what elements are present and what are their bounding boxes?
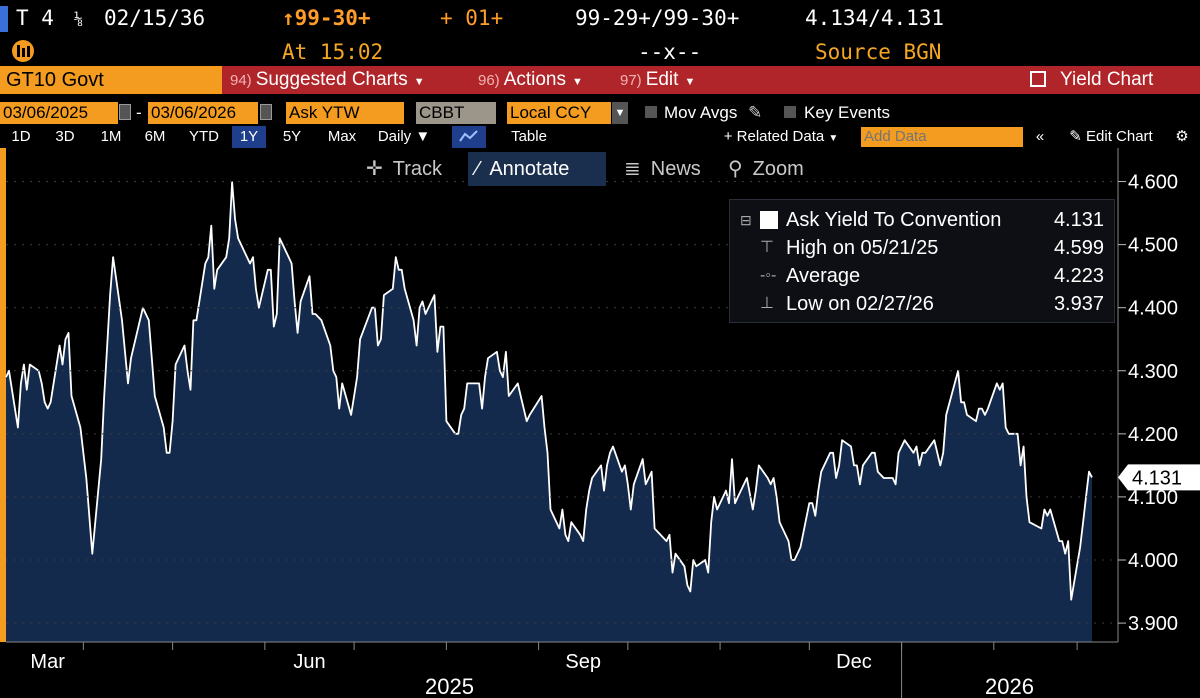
zoom-tool[interactable]: ⚲ Zoom [728,158,804,180]
date-separator: - [136,103,142,122]
news-tool[interactable]: ≣ News [624,158,701,180]
y-axis: 3.900 4.000 4.100 4.200 4.300 4.400 4.500 4.600… [6,148,1200,642]
currency-dropdown-icon[interactable]: ▼ [612,102,628,124]
calendar-icon[interactable] [119,104,131,120]
low-marker-icon: ⊥ [760,295,774,312]
pricing-source-field[interactable]: CBBT [416,102,496,124]
caret-down-icon: ▼ [572,76,583,88]
actions-menu[interactable]: 96) Actions ▼ [478,69,583,90]
bid-ask-price: 99-29+/99-30+ [575,6,740,30]
edit-menu[interactable]: 97) Edit ▼ [620,69,696,90]
bid-ask-yield: 4.134/4.131 [805,6,945,30]
y-tick-label: 4.000 [1128,550,1178,572]
last-value-label: 4.131 [1132,467,1182,489]
last-value-box [1118,464,1200,491]
last-price: ↑99-30+ [282,6,371,30]
legend-high-row: ⊤ High on 05/21/25 4.599 [730,234,1116,262]
range-3d[interactable]: 3D [55,128,75,145]
y-tick-label: 4.500 [1128,235,1178,257]
quote-time: At 15:02 [282,40,384,64]
caret-down-icon: ▼ [828,133,839,144]
range-ytd[interactable]: YTD [189,128,219,145]
pencil-icon: ✎ [1069,128,1082,145]
mov-avgs-checkbox[interactable] [645,106,657,118]
related-data-menu[interactable]: + Related Data ▼ [723,128,839,145]
y-tick-label: 4.300 [1128,361,1178,383]
x-month-label: Mar [30,651,65,673]
range-5y[interactable]: 5Y [282,128,302,145]
average-marker-icon: -◦- [760,267,777,284]
pencil-icon[interactable]: ✎ [748,103,763,122]
key-events-checkbox[interactable] [784,106,796,118]
year-label-2025: 2025 [425,674,474,698]
x-month-label: Jun [293,651,325,673]
edit-chart-button[interactable]: ✎ Edit Chart [1069,128,1153,145]
security-indicator [0,6,8,32]
range-6m[interactable]: 6M [144,128,166,145]
x-month-label: Dec [836,651,872,673]
y-tick-label: 3.900 [1128,613,1178,635]
collapse-box-icon[interactable]: ⊟ [740,212,752,228]
mov-avgs-label: Mov Avgs [664,103,738,122]
y-tick-label: 4.100 [1128,487,1178,509]
quote-header-row: T 4 ⅛ 02/15/36 ↑99-30+ + 01+ 99-29+/99-3… [0,0,1200,38]
add-data-input[interactable] [861,127,1023,147]
suggested-charts-menu[interactable]: 94) Suggested Charts ▼ [230,69,425,90]
quote-spacer: --x-- [638,40,702,64]
end-date-field[interactable]: 03/06/2026 [148,102,258,124]
x-month-label: Sep [565,651,601,673]
date-range-row: 1D 3D 1M 6M YTD 1Y 5Y Max Daily ▼ Table … [0,126,1200,148]
legend-low-row: ⊥ Low on 02/27/26 3.937 [730,290,1116,318]
start-date-field[interactable]: 03/06/2025 [0,102,118,124]
gear-icon[interactable]: ⚙ [1175,128,1189,145]
chart-legend[interactable]: ⊟ Ask Yield To Convention 4.131 ⊤ High o… [729,199,1115,323]
caret-down-icon: ▼ [684,76,696,88]
price-source: Source BGN [815,40,942,64]
series-line [5,181,1093,601]
plot-left-edge [0,148,6,642]
range-1m[interactable]: 1M [100,128,122,145]
news-icon: ≣ [624,158,641,180]
key-events-label: Key Events [804,103,890,122]
y-tick-label: 4.200 [1128,424,1178,446]
price-change: + 01+ [440,6,504,30]
security-field[interactable]: GT10 Govt [0,66,222,94]
annotate-tool[interactable]: ⁄ Annotate [468,152,606,186]
yield-chart-button[interactable]: Yield Chart [1030,66,1153,94]
year-label-2026: 2026 [985,674,1034,698]
calendar-icon[interactable] [260,104,272,120]
caret-down-icon: ▼ [415,128,431,145]
quote-subheader-row: At 15:02 --x-- Source BGN [0,38,1200,66]
frequency-selector[interactable]: Daily ▼ [377,128,431,145]
track-tool[interactable]: ✛ Track [366,158,443,180]
flag-icon [10,38,36,69]
range-max[interactable]: Max [327,128,357,145]
range-1y[interactable]: 1Y [232,126,266,148]
series-line-path [5,181,1093,601]
y-tick-label: 4.400 [1128,298,1178,320]
chart-settings-row: 03/06/2025 - 03/06/2026 Ask YTW CBBT Loc… [0,100,1200,124]
ticker: T 4 [16,6,54,30]
price-type-field[interactable]: Ask YTW [286,102,404,124]
caret-down-icon: ▼ [413,76,425,88]
function-toolbar: GT10 Govt 94) Suggested Charts ▼ 96) Action… [0,66,1200,94]
currency-field[interactable]: Local CCY [507,102,611,124]
x-axis: Mar Jun Sep Dec [6,641,1118,698]
maturity: 02/15/36 [104,6,206,30]
high-marker-icon: ⊤ [760,239,774,256]
pencil-icon: ⁄ [476,158,480,180]
legend-series-row[interactable]: ⊟ Ask Yield To Convention 4.131 [730,206,1116,234]
legend-average-row: -◦- Average 4.223 [730,262,1116,290]
crosshair-icon: ✛ [366,158,383,180]
coupon-fraction: ⅛ [74,10,84,28]
external-link-icon [1030,71,1046,87]
y-tick-label: 4.600 [1128,172,1178,194]
last-value-tag: 4.131 [1118,464,1200,491]
table-button[interactable]: Table [511,128,547,145]
collapse-icon[interactable]: « [1035,128,1045,145]
line-chart-icon[interactable] [452,126,486,148]
series-swatch [760,211,778,229]
magnifier-icon: ⚲ [728,158,743,180]
range-1d[interactable]: 1D [11,128,31,145]
